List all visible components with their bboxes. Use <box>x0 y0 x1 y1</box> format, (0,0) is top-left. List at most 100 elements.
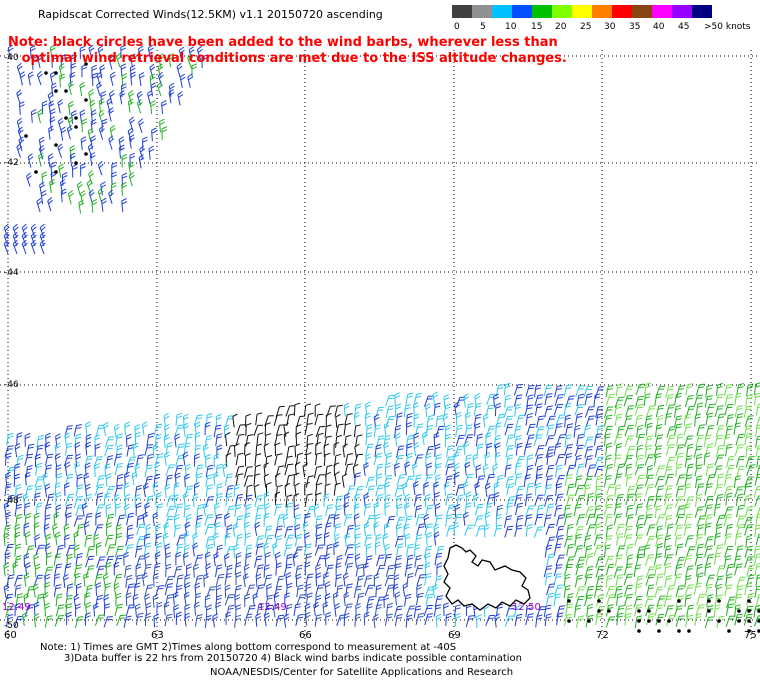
legend-label: 15 <box>531 22 543 32</box>
wind-barb <box>127 98 134 113</box>
wind-barb <box>75 453 82 468</box>
wind-barb <box>25 604 34 617</box>
contamination-dot <box>74 161 78 165</box>
lat-label: -44 <box>4 268 19 278</box>
wind-barb <box>56 544 64 558</box>
wind-barb <box>514 473 523 486</box>
wind-barb <box>683 523 692 537</box>
wind-barb <box>514 403 522 417</box>
wind-barb <box>442 412 449 428</box>
wind-barb <box>325 611 331 626</box>
wind-barb <box>645 422 653 436</box>
contamination-dot <box>737 619 741 623</box>
contamination-dot <box>757 609 760 613</box>
wind-barb <box>325 464 333 478</box>
lon-label: 63 <box>151 630 164 641</box>
wind-barb <box>306 592 313 606</box>
wind-barb <box>236 424 246 436</box>
wind-barb <box>296 584 304 598</box>
wind-barb <box>256 603 265 616</box>
wind-barb <box>383 421 390 436</box>
wind-barb <box>66 125 73 140</box>
wind-barb <box>126 524 134 538</box>
wind-barb <box>755 513 760 526</box>
wind-barb <box>593 534 603 546</box>
wind-barb <box>25 465 33 478</box>
wind-barb <box>755 533 760 546</box>
wind-barb <box>595 405 604 419</box>
contamination-dot <box>64 116 68 120</box>
wind-barb <box>453 451 460 466</box>
wind-barb <box>164 483 171 498</box>
wind-barb <box>655 424 663 437</box>
wind-barb <box>335 423 344 436</box>
wind-barb <box>153 613 160 628</box>
wind-barb <box>95 594 103 608</box>
wind-barb <box>635 414 643 428</box>
wind-barb <box>85 433 92 448</box>
wind-barb <box>686 463 694 477</box>
wind-barb <box>574 454 582 468</box>
wind-barb <box>716 565 726 577</box>
wind-barb <box>149 63 156 79</box>
wind-barb <box>715 514 726 526</box>
wind-barb <box>365 543 372 557</box>
wind-barb <box>695 483 705 496</box>
contamination-dot <box>74 116 78 120</box>
wind-barb <box>157 53 164 68</box>
wind-barb <box>595 575 605 588</box>
wind-barb <box>514 435 522 448</box>
wind-barb <box>414 544 421 558</box>
wind-barb <box>705 463 714 476</box>
wind-barb <box>565 423 574 436</box>
wind-barb <box>214 502 220 517</box>
wind-barb <box>475 433 483 447</box>
wind-barb <box>126 583 135 596</box>
wind-barb <box>434 443 441 457</box>
wind-barb <box>354 542 361 557</box>
wind-barb <box>224 532 231 547</box>
wind-barb <box>605 464 614 477</box>
wind-barb <box>253 473 261 487</box>
wind-barb <box>108 107 115 122</box>
wind-barb <box>27 71 34 86</box>
wind-barb <box>735 455 745 468</box>
wind-barb <box>106 544 116 556</box>
wind-barb <box>523 443 532 456</box>
wind-barb <box>53 584 62 597</box>
wind-barb <box>734 486 744 498</box>
wind-barb <box>694 613 702 626</box>
wind-barb <box>99 64 106 79</box>
wind-barb <box>593 433 602 446</box>
wind-barb <box>755 403 760 416</box>
wind-barb <box>344 493 350 507</box>
wind-barb <box>635 515 645 528</box>
wind-barb <box>635 553 644 566</box>
wind-barb <box>503 415 514 428</box>
wind-barb <box>145 495 154 508</box>
wind-barb <box>673 423 683 436</box>
wind-barb <box>245 503 252 518</box>
wind-barb <box>613 566 623 578</box>
wind-barb <box>100 181 107 196</box>
wind-barb <box>434 595 444 608</box>
wind-barb <box>96 475 105 488</box>
wind-barb <box>595 386 605 398</box>
wind-barb <box>314 594 322 609</box>
wind-barb <box>118 136 125 151</box>
wind-barb <box>644 435 653 448</box>
legend-label: 40 <box>653 22 665 32</box>
wind-barb <box>246 484 253 498</box>
contamination-dot <box>707 599 711 603</box>
wind-barb <box>666 434 676 447</box>
wind-barb <box>663 595 673 608</box>
wind-barb <box>304 423 313 436</box>
wind-barb <box>163 434 170 448</box>
wind-barb <box>146 432 155 446</box>
wind-barb <box>96 565 105 578</box>
wind-barb <box>536 415 545 428</box>
wind-barb <box>274 491 281 506</box>
wind-barb <box>394 555 402 568</box>
wind-barb <box>33 492 41 506</box>
wind-barb <box>95 582 102 596</box>
